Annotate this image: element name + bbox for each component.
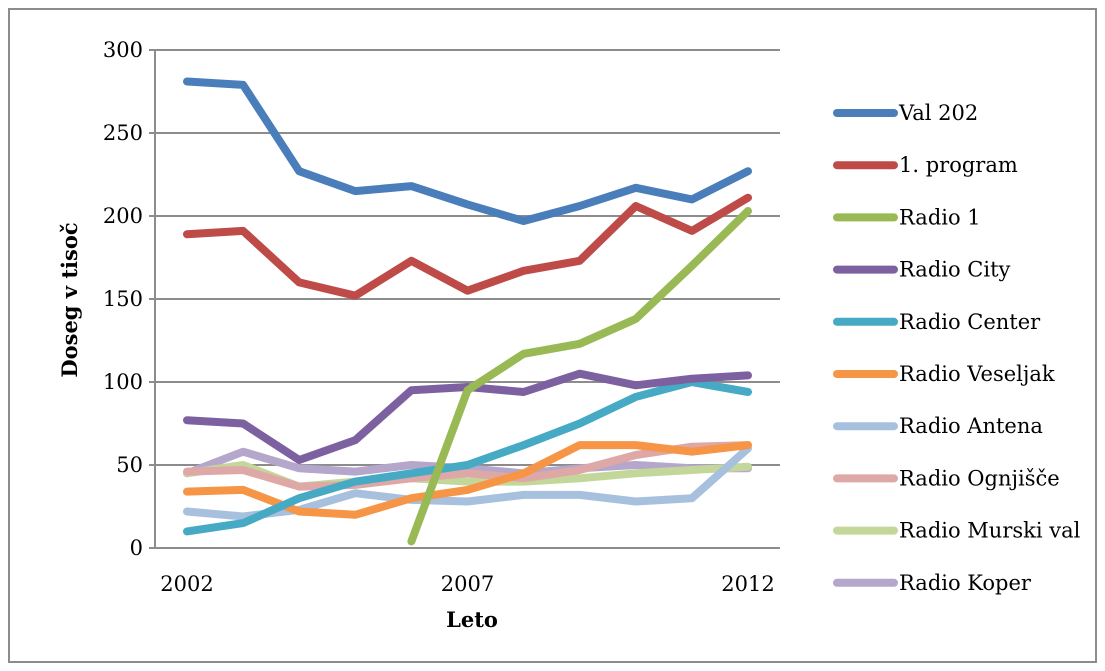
y-tick-label-0: 0 <box>130 536 143 560</box>
series-line-radio-1 <box>407 207 752 546</box>
legend-label-radio-murski-val: Radio Murski val <box>899 519 1081 543</box>
y-tick-label-50: 50 <box>116 453 143 477</box>
x-tick-label-2012: 2012 <box>721 572 774 596</box>
legend-label-radio-1: Radio 1 <box>899 205 981 229</box>
series-lines <box>183 77 752 546</box>
series-line-radio-ognji-e <box>183 441 752 491</box>
y-tick-label-150: 150 <box>103 287 143 311</box>
legend-label-radio-ognji-e: Radio Ognjišče <box>899 466 1060 490</box>
series-line-val-202 <box>183 77 752 225</box>
y-tick-labels: 0 50 100 150 200 250 300 <box>103 38 143 560</box>
legend-label-radio-center: Radio Center <box>899 310 1041 334</box>
y-tick-label-200: 200 <box>103 204 143 228</box>
legend-label-radio-koper: Radio Koper <box>899 571 1032 595</box>
legend-label-radio-antena: Radio Antena <box>899 414 1043 438</box>
x-tick-label-2007: 2007 <box>441 572 494 596</box>
legend: Val 202 1. program Radio 1 Radio City Radio … <box>833 101 1081 595</box>
chart-frame: 0 50 100 150 200 250 300 2002 2007 2012 Val 202 1… <box>8 8 1097 663</box>
legend-label-val-202: Val 202 <box>898 101 978 125</box>
gridlines <box>155 49 780 466</box>
legend-label-radio-city: Radio City <box>899 258 1011 282</box>
series-line-1-program <box>183 193 752 300</box>
y-tick-label-100: 100 <box>103 370 143 394</box>
x-tick-labels: 2002 2007 2012 <box>160 572 774 596</box>
series-line-radio-antena <box>183 444 752 521</box>
legend-label-radio-veseljak: Radio Veseljak <box>899 362 1055 386</box>
legend-label-1-program: 1. program <box>899 153 1018 177</box>
x-axis-title: Leto <box>446 607 498 632</box>
line-chart: 0 50 100 150 200 250 300 2002 2007 2012 Val 202 1… <box>57 38 1081 632</box>
axes <box>149 49 780 549</box>
x-tick-label-2002: 2002 <box>160 572 213 596</box>
y-tick-label-250: 250 <box>103 121 143 145</box>
y-axis-title: Doseg v tisoč <box>57 222 82 377</box>
y-tick-label-300: 300 <box>103 38 143 62</box>
series-line-radio-center <box>183 378 752 536</box>
